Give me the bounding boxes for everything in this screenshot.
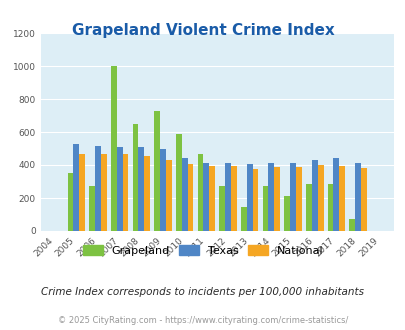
Legend: Grapeland, Texas, National: Grapeland, Texas, National (78, 241, 327, 260)
Bar (284, 195, 290, 231)
Bar (122, 154, 128, 231)
Bar (360, 168, 366, 231)
Bar (132, 124, 138, 231)
Bar (187, 164, 193, 231)
Bar (333, 158, 339, 231)
Bar (246, 164, 252, 231)
Bar (240, 207, 246, 231)
Bar (327, 184, 333, 231)
Bar (311, 160, 317, 231)
Bar (144, 156, 150, 231)
Bar (138, 147, 144, 231)
Bar (95, 146, 101, 231)
Bar (224, 163, 230, 231)
Bar (348, 218, 354, 231)
Bar (117, 147, 122, 231)
Bar (262, 186, 268, 231)
Bar (160, 149, 166, 231)
Bar (67, 173, 73, 231)
Bar (230, 166, 236, 231)
Bar (89, 186, 95, 231)
Bar (295, 168, 301, 231)
Bar (181, 158, 187, 231)
Text: Grapeland Violent Crime Index: Grapeland Violent Crime Index (71, 23, 334, 38)
Bar (354, 163, 360, 231)
Bar (339, 166, 344, 231)
Bar (73, 144, 79, 231)
Bar (290, 163, 295, 231)
Bar (305, 184, 311, 231)
Bar (197, 154, 203, 231)
Bar (166, 160, 171, 231)
Bar (154, 111, 160, 231)
Bar (79, 154, 85, 231)
Bar (274, 168, 279, 231)
Bar (111, 66, 117, 231)
Bar (209, 166, 215, 231)
Bar (101, 154, 107, 231)
Bar (317, 165, 323, 231)
Bar (268, 163, 274, 231)
Text: Crime Index corresponds to incidents per 100,000 inhabitants: Crime Index corresponds to incidents per… (41, 287, 364, 297)
Text: © 2025 CityRating.com - https://www.cityrating.com/crime-statistics/: © 2025 CityRating.com - https://www.city… (58, 315, 347, 325)
Bar (252, 169, 258, 231)
Bar (175, 134, 181, 231)
Bar (219, 186, 224, 231)
Bar (203, 163, 209, 231)
